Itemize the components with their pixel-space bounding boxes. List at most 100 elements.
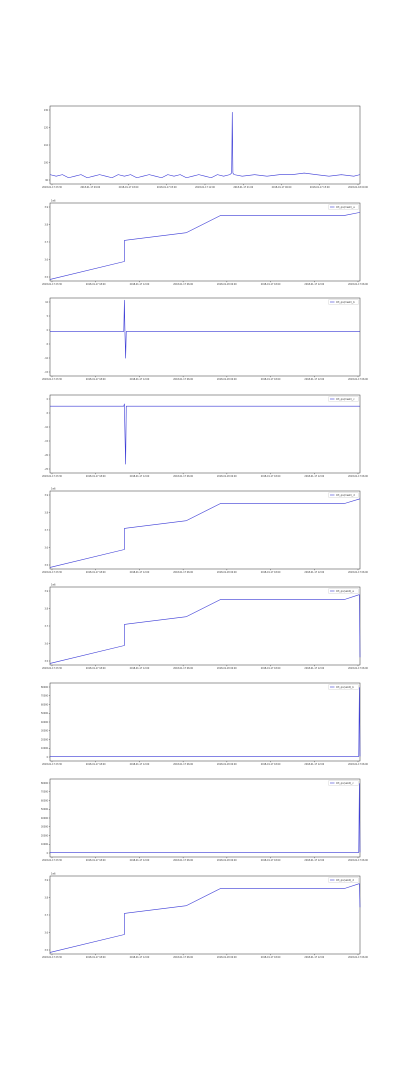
- x-tick-label: 2018-01-18 00:00: [217, 667, 237, 670]
- y-offset-label: 1e6: [51, 873, 56, 876]
- x-tick-label: 2018-01-17 23:30: [42, 186, 62, 189]
- x-tick-label: 2018-01-17 23:30: [42, 378, 62, 381]
- x-tick-label: 2018-01-17 18:00: [86, 859, 106, 862]
- x-tick-label: 2018-01-17 06:00: [173, 763, 193, 766]
- legend-box: [328, 299, 359, 305]
- series-line-1: [50, 403, 360, 465]
- series-line-1: [49, 883, 361, 953]
- subplot-7: 80000 70000 60000 50000 40000 30000 20000 10000…: [41, 682, 368, 766]
- subplot-4: 0 -5 -10 -15 -20 -25 2018-01-17 23:30 2018-01-1…: [42, 394, 368, 478]
- x-tick-label: 2018-01-17 06:00: [173, 571, 193, 574]
- y-tick-label: 3.7: [45, 529, 49, 532]
- y-tick-label: -5: [46, 412, 49, 415]
- x-tick-label: 2018-01-17 12:00: [304, 859, 324, 862]
- y-tick-label: 100: [44, 161, 49, 164]
- x-tick-label: 2018-01-18 00:00: [217, 571, 237, 574]
- x-tick-label: 2018-01-17 12:00: [195, 186, 215, 189]
- x-tick-label: 2018-01-17 18:00: [86, 571, 106, 574]
- legend-box: [328, 684, 359, 690]
- y-tick-label: -10: [44, 357, 48, 360]
- x-tick-label: 2018-01-17 12:00: [304, 956, 324, 959]
- y-tick-label: 30000: [41, 826, 49, 829]
- x-tick-label: 2018-01-17 12:00: [304, 283, 324, 286]
- y-tick-label: 3.9: [45, 206, 49, 209]
- y-tick-label: 3.8: [45, 223, 49, 226]
- y-tick-label: 60000: [41, 799, 49, 802]
- y-tick-label: 3.8: [45, 607, 49, 610]
- x-tick-label: 2018-01-17 06:00: [272, 186, 292, 189]
- x-tick-label: 2018-01-17 03:00: [157, 186, 177, 189]
- y-tick-label: 30000: [41, 730, 49, 733]
- legend-box: [328, 588, 359, 594]
- y-tick-label: 50000: [41, 712, 49, 715]
- x-tick-label: 2018-01-18 00:00: [217, 859, 237, 862]
- x-tick-label: 2018-01-17 12:00: [130, 378, 150, 381]
- x-tick-label: 2018-01-17 12:00: [304, 667, 324, 670]
- legend: O3_qo(mesh)_c: [328, 396, 359, 402]
- x-tick-label: 2018-01-17 18:00: [86, 283, 106, 286]
- x-tick-label: 2018-01-18 00:00: [217, 956, 237, 959]
- x-tick-label: 2018-01-17 06:00: [348, 571, 368, 574]
- y-tick-label: -15: [44, 371, 48, 374]
- x-tick-label: 2018-01-17 12:00: [130, 571, 150, 574]
- x-tick-label: 2018-01-17 18:00: [86, 763, 106, 766]
- axes-frame: [49, 105, 361, 185]
- y-tick-label: 3.9: [45, 494, 49, 497]
- x-tick-label: 2018-01-17 06:00: [173, 859, 193, 862]
- y-tick-label: -10: [44, 426, 48, 429]
- y-tick-label: 60000: [41, 703, 49, 706]
- legend-box: [328, 877, 359, 883]
- legend-label: O3_qo(valid)_d: [336, 879, 354, 882]
- y-tick-label: 3.9: [45, 879, 49, 882]
- y-offset-label: 1e6: [51, 488, 56, 491]
- x-tick-label: 2018-01-17 23:30: [42, 571, 62, 574]
- axes-frame: [49, 586, 361, 666]
- x-tick-label: 2018-01-17 12:00: [304, 378, 324, 381]
- x-tick-label: 2018-01-17 12:00: [130, 283, 150, 286]
- x-tick-label: 2018-01-17 18:00: [86, 378, 106, 381]
- x-tick-label: 2018-01-17 18:00: [261, 283, 281, 286]
- y-offset-label: 1e6: [51, 584, 56, 587]
- x-tick-label: 2018-01-17 18:00: [261, 571, 281, 574]
- axes-frame: [49, 875, 361, 955]
- x-tick-label: 2018-01-17 12:00: [304, 571, 324, 574]
- legend-box: [328, 492, 359, 498]
- y-tick-label: 40000: [41, 721, 49, 724]
- x-tick-label: 2018-01-17 23:30: [42, 667, 62, 670]
- x-tick-label: 2018-01-17 12:00: [130, 475, 150, 478]
- y-tick-label: 3.6: [45, 546, 49, 549]
- y-tick-label: 40000: [41, 817, 49, 820]
- series-line-1: [50, 783, 361, 853]
- y-tick-label: 3.5: [45, 660, 49, 663]
- y-tick-label: 3.8: [45, 896, 49, 899]
- x-tick-label: 2018-01-17 18:00: [86, 956, 106, 959]
- x-tick-label: 2018-01-17 12:00: [130, 956, 150, 959]
- axes-frame: [49, 297, 361, 377]
- x-tick-label: 2018-01-18 00:00: [217, 378, 237, 381]
- x-tick-label: 2018-01-18 00:00: [217, 763, 237, 766]
- x-tick-label: 2018-01-17 06:00: [173, 378, 193, 381]
- x-tick-label: 2018-01-17 06:00: [173, 667, 193, 670]
- x-tick-label: 2018-01-17 06:00: [348, 283, 368, 286]
- series-line-1: [49, 498, 361, 568]
- legend-label: O3_qo(mesh)_a: [336, 206, 355, 209]
- legend: O3_qo(valid)_a: [328, 588, 359, 594]
- y-tick-label: 120: [44, 126, 49, 129]
- x-tick-label: 2018-01-17 09:00: [80, 186, 100, 189]
- subplot-3: 10 5 0 -5 -10 -15 2018-01-17 23:30 2018-01-17 1…: [42, 297, 368, 381]
- y-tick-label: 3.9: [45, 590, 49, 593]
- y-tick-label: 70000: [41, 695, 49, 698]
- legend: O3_qo(valid)_b: [328, 684, 359, 690]
- x-tick-label: 2018-01-17 21:00: [233, 186, 253, 189]
- x-tick-label: 2018-01-17 06:00: [348, 667, 368, 670]
- x-tick-label: 2018-01-17 12:00: [130, 667, 150, 670]
- axes-frame: [49, 394, 361, 474]
- series-line-1: [49, 111, 361, 179]
- y-tick-label: 5: [47, 315, 49, 318]
- y-tick-label: 50000: [41, 808, 49, 811]
- x-tick-label: 2018-01-17 18:00: [261, 475, 281, 478]
- y-tick-label: 110: [44, 144, 49, 147]
- y-tick-label: 80000: [41, 782, 49, 785]
- legend-label: O3_qo(valid)_c: [336, 782, 354, 785]
- y-tick-label: 3.5: [45, 276, 49, 279]
